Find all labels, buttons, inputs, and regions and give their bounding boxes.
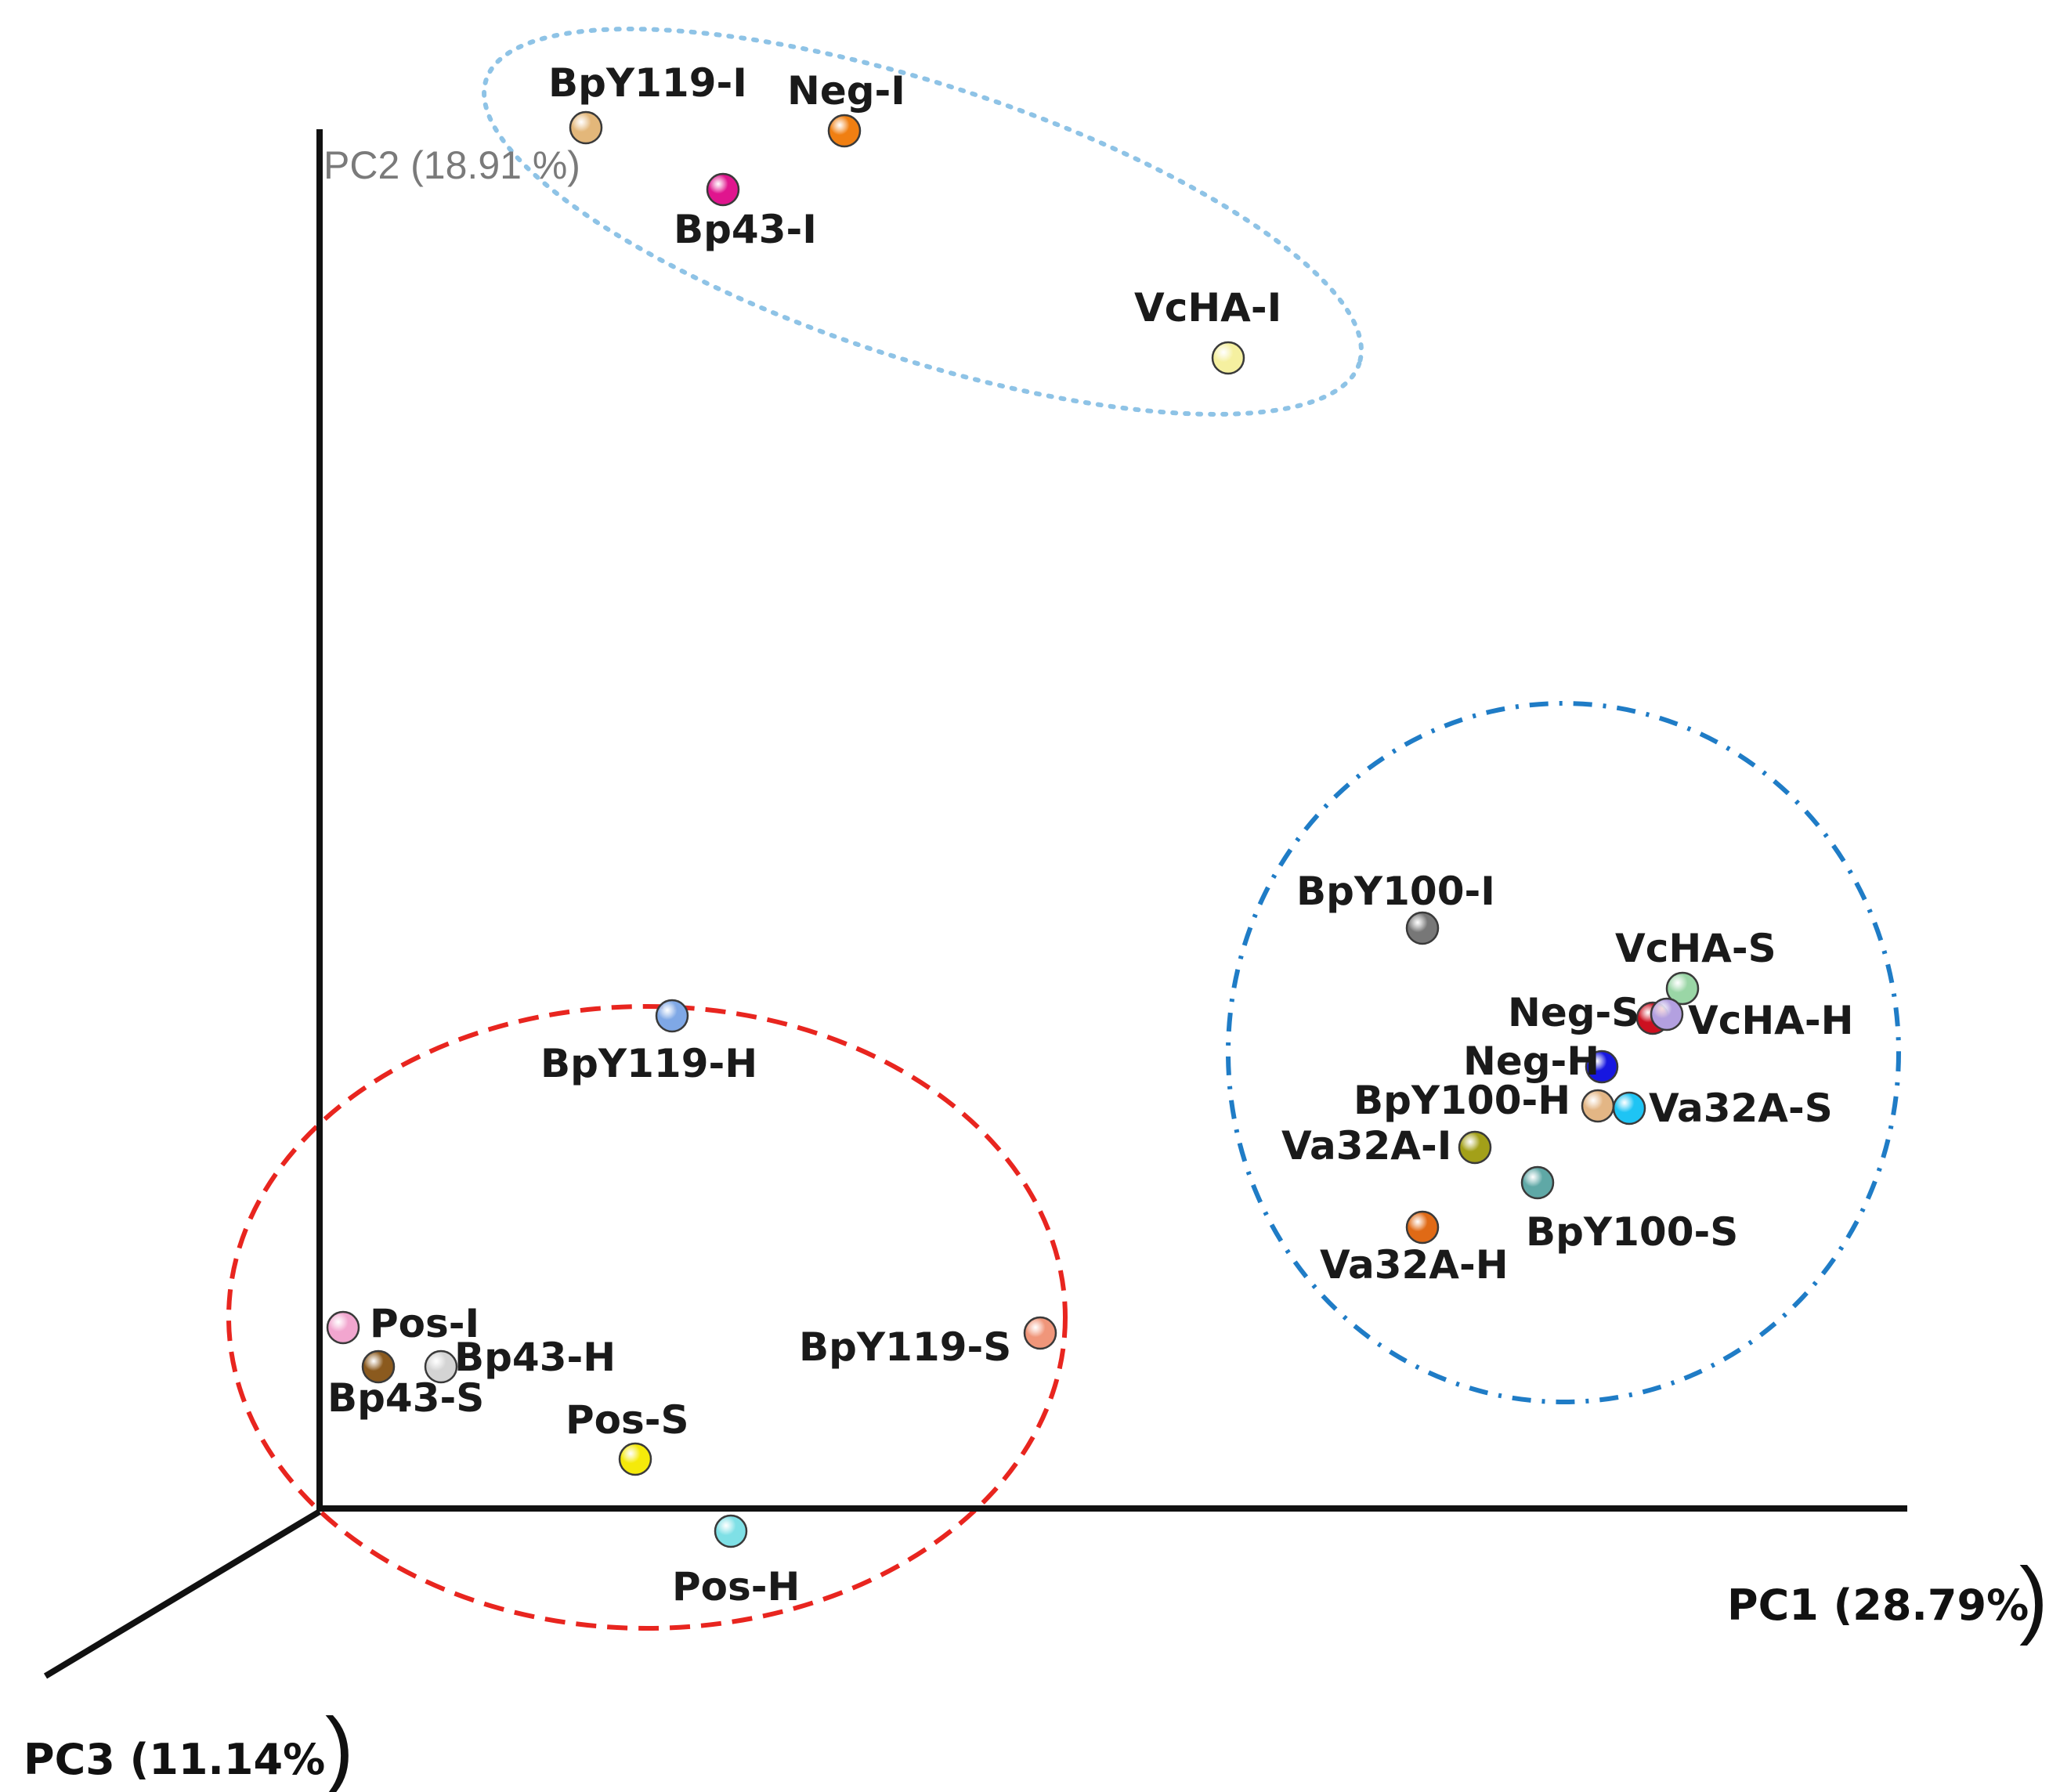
point-bp43-h (424, 1349, 458, 1384)
pc3-axis-title-paren: ) (325, 1700, 354, 1792)
cluster-outline-dashed (226, 1004, 1068, 1631)
point-label-va32a-s: Va32A-S (1649, 1086, 1833, 1131)
point-label-pos-s: Pos-S (566, 1397, 689, 1443)
point-label-va32a-h: Va32A-H (1320, 1242, 1509, 1288)
point-label-bp43-i: Bp43-I (674, 207, 817, 252)
point-label-neg-s: Neg-S (1508, 990, 1639, 1035)
point-label-bpy100-i: BpY100-I (1296, 869, 1495, 914)
point-vcha-h (1650, 997, 1684, 1031)
point-label-va32a-i: Va32A-I (1281, 1123, 1451, 1169)
point-label-vcha-i: VcHA-I (1134, 285, 1281, 331)
point-label-pos-h: Pos-H (672, 1564, 800, 1610)
cluster-outline-dash-dot (1226, 701, 1901, 1404)
point-label-bp43-h: Bp43-H (454, 1335, 616, 1380)
point-neg-i (827, 114, 862, 148)
point-vcha-s (1665, 971, 1700, 1006)
labels-layer: BpY119-I Neg-IBp43-IVcHA-IBpY119-HPos-IBp… (327, 60, 1853, 1610)
point-neg-h (1585, 1050, 1619, 1084)
pc2-axis-title: PC2 (18.91 %) (323, 143, 580, 187)
point-label-vcha-s: VcHA-S (1615, 926, 1776, 971)
point-label-bpy119-s: BpY119-S (799, 1324, 1011, 1370)
point-vcha-i (1211, 341, 1245, 375)
points-layer (326, 110, 1700, 1548)
point-bp43-s (361, 1349, 396, 1384)
point-pos-h (714, 1514, 748, 1548)
point-bp43-i (706, 172, 740, 207)
cluster-outline-dotted (482, 27, 1364, 417)
point-bpy100-h (1581, 1089, 1615, 1123)
point-label-bp43-s: Bp43-S (327, 1375, 484, 1421)
point-bpy100-s (1520, 1165, 1555, 1200)
point-label-pos-i: Pos-I (370, 1301, 479, 1346)
point-pos-s (618, 1442, 652, 1476)
point-label-bpy100-s: BpY100-S (1526, 1209, 1738, 1255)
pc1-axis-title-paren: ) (2019, 1550, 2048, 1646)
point-label-neg-h: Neg-H (1463, 1039, 1599, 1084)
point-bpy119-s (1023, 1316, 1057, 1350)
point-bpy119-h (655, 999, 689, 1033)
point-bpy119-i (569, 110, 603, 145)
point-label-neg-i: Neg-I (787, 68, 905, 114)
point-label-bpy119-i: BpY119-I (548, 60, 747, 106)
point-va32a-i (1458, 1130, 1492, 1165)
pc1-axis-title: PC1 (28.79% (1727, 1581, 2029, 1630)
point-va32a-s (1612, 1091, 1646, 1125)
point-bpy100-i (1405, 911, 1440, 945)
point-label-bpy100-h: BpY100-H (1353, 1078, 1570, 1123)
point-label-bpy119-h: BpY119-H (540, 1041, 757, 1086)
pc3-axis-line (43, 1508, 322, 1679)
point-label-vcha-h: VcHA-H (1688, 998, 1853, 1043)
pc3-axis-title: PC3 (11.14% (23, 1735, 325, 1784)
point-pos-i (326, 1310, 360, 1345)
point-va32a-h (1405, 1210, 1440, 1245)
